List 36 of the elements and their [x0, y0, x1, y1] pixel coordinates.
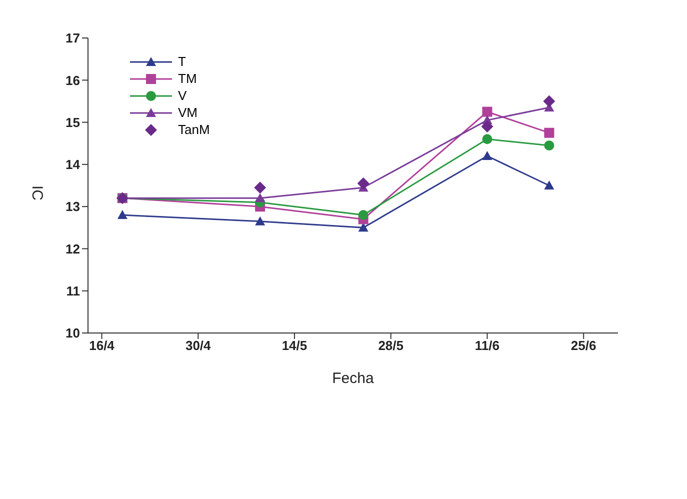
x-axis-title: Fecha	[332, 370, 374, 387]
y-tick-label: 13	[66, 199, 80, 214]
y-tick-label: 10	[66, 326, 80, 341]
point	[358, 210, 368, 220]
legend-label: TanM	[178, 122, 210, 137]
y-tick-label: 15	[66, 114, 80, 130]
point	[482, 134, 492, 144]
y-tick-label: 11	[66, 283, 80, 298]
point	[358, 222, 368, 232]
point	[254, 182, 266, 194]
point	[482, 151, 492, 160]
point	[544, 128, 554, 138]
y-tick-label: 16	[66, 72, 80, 88]
legend-label: T	[178, 54, 186, 69]
x-tick-label: 25/6	[570, 338, 596, 354]
legend-label: TM	[178, 71, 197, 86]
legend-label: VM	[178, 105, 198, 120]
point	[255, 216, 266, 226]
x-tick-label: 28/5	[378, 338, 404, 354]
y-tick-label: 17	[66, 30, 80, 46]
point	[544, 140, 554, 150]
point	[482, 106, 492, 117]
y-tick-label: 12	[66, 241, 80, 256]
point	[481, 120, 494, 132]
point	[255, 193, 266, 202]
x-tick-label: 11/6	[474, 338, 500, 354]
x-tick-label: 30/4	[185, 338, 212, 354]
legend-label: V	[178, 88, 187, 103]
point	[357, 177, 370, 190]
y-tick-label: 14	[66, 157, 81, 172]
y-axis-title: IC	[28, 186, 46, 201]
point	[117, 210, 128, 219]
x-tick-label: 14/5	[282, 338, 308, 354]
point	[543, 95, 556, 108]
x-tick-label: 16/4	[89, 338, 116, 354]
point	[544, 180, 554, 190]
